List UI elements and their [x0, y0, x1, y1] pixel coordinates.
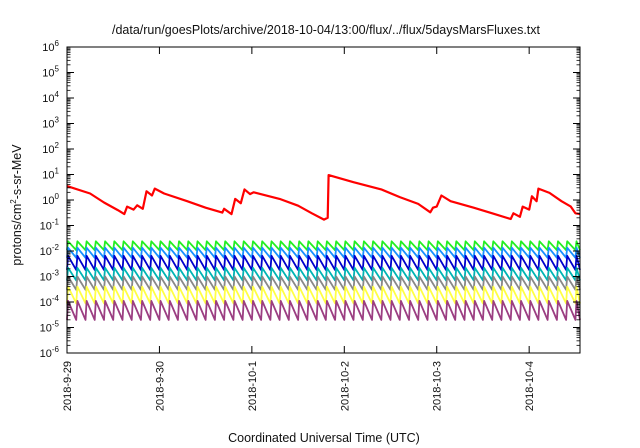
y-tick-base: 10 — [42, 93, 54, 105]
y-tick-exponent: -6 — [52, 345, 60, 354]
y-tick-label: 10-5 — [40, 320, 60, 335]
y-axis-label-superscript: 2 — [9, 199, 18, 204]
y-tick-exponent: 1 — [55, 167, 60, 176]
y-tick-base: 10 — [42, 68, 54, 80]
y-tick-label: 10-4 — [40, 294, 60, 309]
y-tick-base: 10 — [40, 348, 52, 360]
y-tick-exponent: -4 — [52, 294, 60, 303]
chart-title: /data/run/goesPlots/archive/2018-10-04/1… — [112, 23, 541, 37]
x-tick-label: 2018-10-1 — [247, 361, 259, 411]
y-axis: 10-610-510-410-310-210-11001011021031041… — [40, 39, 580, 360]
series-line-7 — [66, 285, 581, 305]
y-axis-label-base: protons/cm — [10, 204, 24, 266]
y-tick-label: 104 — [42, 90, 59, 105]
y-tick-exponent: 3 — [55, 116, 60, 125]
y-tick-label: 10-1 — [40, 218, 60, 233]
y-tick-base: 10 — [42, 144, 54, 156]
y-tick-label: 103 — [42, 116, 59, 131]
x-axis-label: Coordinated Universal Time (UTC) — [228, 431, 420, 445]
y-tick-base: 10 — [42, 42, 54, 54]
y-tick-label: 10-6 — [40, 345, 60, 360]
y-tick-base: 10 — [42, 119, 54, 131]
y-tick-label: 100 — [42, 192, 59, 207]
y-tick-exponent: 0 — [55, 192, 60, 201]
y-tick-exponent: -5 — [52, 320, 60, 329]
x-tick-label: 2018-10-3 — [432, 361, 444, 411]
x-tick-label: 2018-9-30 — [154, 361, 166, 411]
series-line-5 — [66, 266, 581, 282]
x-axis: 2018-9-29 2018-9-30 2018-10-1 2018-10-2 2018… — [62, 47, 536, 411]
x-tick-label: 2018-9-29 — [62, 361, 74, 411]
y-tick-exponent: -3 — [52, 269, 60, 278]
y-tick-base: 10 — [40, 221, 52, 233]
y-axis-label-rest: -s-sr-MeV — [10, 144, 24, 200]
y-tick-exponent: 2 — [55, 141, 60, 150]
series-layer — [66, 174, 581, 321]
series-line-6 — [66, 275, 581, 291]
x-tick-label: 2018-10-2 — [339, 361, 351, 411]
series-line-8 — [66, 300, 581, 321]
series-line-3 — [66, 246, 581, 259]
y-tick-base: 10 — [42, 170, 54, 182]
x-tick-label: 2018-10-4 — [524, 361, 536, 411]
y-tick-label: 106 — [42, 39, 59, 54]
y-tick-exponent: 5 — [55, 65, 60, 74]
y-tick-base: 10 — [40, 272, 52, 284]
y-tick-label: 102 — [42, 141, 59, 156]
y-tick-label: 101 — [42, 167, 59, 182]
y-tick-exponent: 4 — [55, 90, 60, 99]
series-line-1 — [66, 174, 581, 221]
y-tick-base: 10 — [40, 323, 52, 335]
series-line-2 — [66, 240, 581, 251]
y-tick-base: 10 — [40, 297, 52, 309]
series-line-4 — [66, 254, 581, 271]
y-tick-base: 10 — [42, 195, 54, 207]
y-tick-label: 10-2 — [40, 243, 60, 258]
y-tick-base: 10 — [40, 246, 52, 258]
y-tick-exponent: -1 — [52, 218, 60, 227]
y-tick-label: 10-3 — [40, 269, 60, 284]
y-tick-exponent: 6 — [55, 39, 60, 48]
y-tick-label: 105 — [42, 65, 59, 80]
y-tick-exponent: -2 — [52, 243, 60, 252]
y-axis-label: protons/cm2-s-sr-MeV — [9, 144, 24, 266]
